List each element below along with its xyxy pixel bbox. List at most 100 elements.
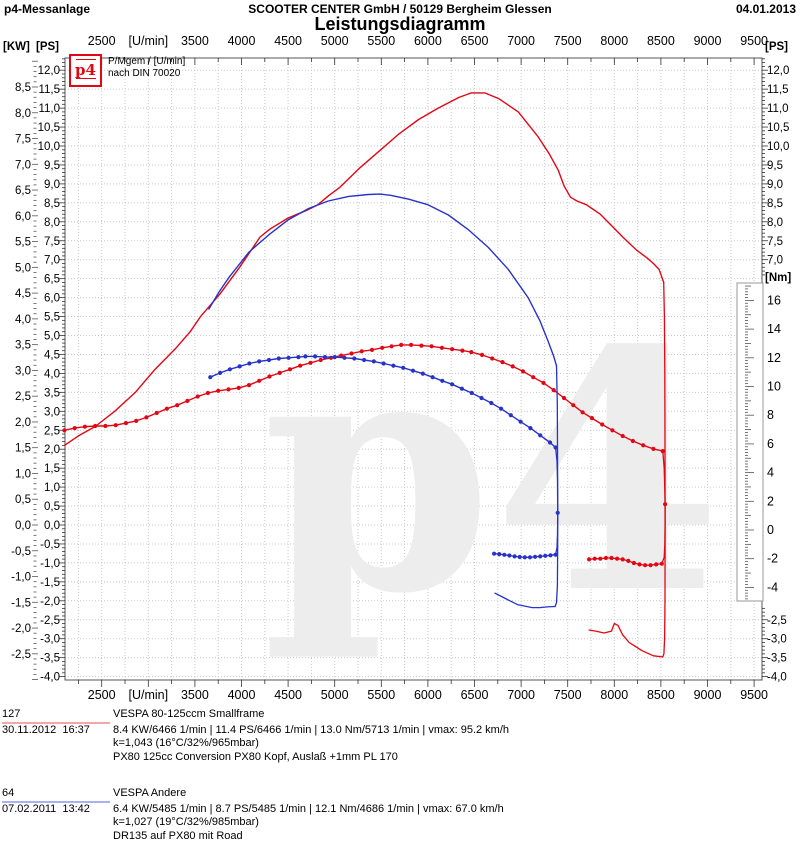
svg-text:7,5: 7,5 [767, 236, 783, 248]
svg-text:1,0: 1,0 [15, 468, 31, 480]
svg-text:3,5: 3,5 [15, 340, 31, 352]
svg-text:11,5: 11,5 [767, 84, 789, 96]
svg-text:3,0: 3,0 [44, 406, 60, 418]
svg-text:9000: 9000 [694, 688, 722, 702]
svg-text:2500: 2500 [88, 34, 116, 48]
svg-text:5,5: 5,5 [15, 237, 31, 249]
svg-text:7,5: 7,5 [15, 134, 31, 146]
run-datetime: 07.02.2011 13:42 [2, 802, 90, 815]
svg-text:7500: 7500 [554, 34, 582, 48]
svg-text:-2,0: -2,0 [11, 623, 31, 635]
svg-text:14: 14 [767, 322, 781, 336]
svg-text:7000: 7000 [507, 34, 535, 48]
svg-text:8,0: 8,0 [767, 217, 783, 229]
svg-text:4500: 4500 [274, 688, 302, 702]
svg-text:4,5: 4,5 [44, 349, 60, 361]
svg-text:-4,0: -4,0 [767, 672, 787, 684]
svg-text:-4: -4 [767, 580, 778, 594]
svg-text:2,5: 2,5 [15, 391, 31, 403]
svg-text:5000: 5000 [321, 34, 349, 48]
svg-text:9,0: 9,0 [767, 179, 783, 191]
vehicle-name: VESPA 80-125ccm Smallframe [113, 708, 265, 720]
svg-text:8: 8 [767, 408, 774, 422]
svg-text:8000: 8000 [600, 34, 628, 48]
svg-text:10,0: 10,0 [38, 141, 60, 153]
svg-text:9,0: 9,0 [44, 179, 60, 191]
svg-text:-2: -2 [767, 552, 778, 566]
svg-text:3,0: 3,0 [15, 365, 31, 377]
report-date: 04.01.2013 [735, 2, 796, 16]
run-stats: 8.4 KW/6466 1/min | 11.4 PS/6466 1/min |… [113, 723, 510, 736]
svg-text:-3,0: -3,0 [767, 634, 787, 646]
svg-text:[Nm]: [Nm] [765, 272, 791, 284]
svg-text:5,5: 5,5 [44, 312, 60, 324]
p4-logo: p4 [69, 54, 102, 87]
svg-text:0,5: 0,5 [44, 501, 60, 513]
svg-text:2,0: 2,0 [15, 417, 31, 429]
run-correction: k=1,043 (16°C/32%/965mbar) [113, 737, 259, 749]
svg-text:8,0: 8,0 [44, 217, 60, 229]
svg-text:10,5: 10,5 [767, 122, 789, 134]
svg-text:7,5: 7,5 [44, 236, 60, 248]
svg-text:7000: 7000 [507, 688, 535, 702]
svg-text:7500: 7500 [554, 688, 582, 702]
svg-text:4,0: 4,0 [44, 368, 60, 380]
logo-decoration-top [75, 59, 96, 63]
svg-text:5000: 5000 [321, 688, 349, 702]
run-note: DR135 auf PX80 mit Road [113, 829, 243, 842]
legend-line-din: nach DIN 70020 [108, 68, 181, 79]
svg-text:[PS]: [PS] [36, 41, 59, 53]
svg-text:8,5: 8,5 [767, 198, 783, 210]
series-1-torque [62, 342, 668, 568]
svg-text:11,5: 11,5 [38, 84, 60, 96]
svg-text:6,0: 6,0 [44, 293, 60, 305]
svg-text:8,5: 8,5 [15, 82, 31, 94]
svg-text:6,5: 6,5 [15, 185, 31, 197]
svg-text:[U/min]: [U/min] [129, 688, 169, 702]
page-title: Leistungsdiagramm [314, 14, 486, 34]
svg-text:6500: 6500 [461, 688, 489, 702]
svg-text:9,5: 9,5 [44, 160, 60, 172]
svg-text:0,0: 0,0 [44, 520, 60, 532]
svg-text:10,0: 10,0 [767, 141, 789, 153]
svg-text:10: 10 [767, 380, 781, 394]
svg-text:0,0: 0,0 [15, 520, 31, 532]
svg-text:-3,0: -3,0 [40, 634, 60, 646]
svg-text:8500: 8500 [647, 34, 675, 48]
svg-text:12: 12 [767, 351, 781, 365]
svg-text:6: 6 [767, 437, 774, 451]
svg-text:3,5: 3,5 [44, 387, 60, 399]
svg-text:6,5: 6,5 [44, 274, 60, 286]
nm-axis: 16 14 12 10 8 6 4 2 0 -2 -4 [Nm] [736, 272, 791, 602]
legend-line-units: P/Mgem / [U/min] [108, 56, 186, 67]
run-datetime: 30.11.2012 16:37 [2, 723, 90, 736]
svg-text:8000: 8000 [600, 688, 628, 702]
svg-text:-1,5: -1,5 [11, 597, 31, 609]
svg-text:1,5: 1,5 [44, 463, 60, 475]
svg-text:12,0: 12,0 [767, 65, 789, 77]
svg-text:1,5: 1,5 [15, 443, 31, 455]
svg-text:8,0: 8,0 [15, 108, 31, 120]
chart-legend: p4 P/Mgem / [U/min] nach DIN 70020 [69, 54, 185, 87]
company-header: SCOOTER CENTER GmbH / 50129 Bergheim Gle… [248, 2, 552, 16]
svg-text:12,0: 12,0 [38, 65, 60, 77]
svg-text:5500: 5500 [367, 34, 395, 48]
svg-text:2,0: 2,0 [44, 444, 60, 456]
measurement-block-127: 127 VESPA 80-125ccm Smallframe 30.11.201… [2, 708, 798, 764]
svg-text:7,0: 7,0 [767, 255, 783, 267]
svg-text:11,0: 11,0 [767, 103, 789, 115]
svg-text:-1,0: -1,0 [11, 572, 31, 584]
svg-text:p4: p4 [262, 278, 722, 666]
svg-text:8,5: 8,5 [44, 198, 60, 210]
svg-text:5500: 5500 [367, 688, 395, 702]
svg-text:-1,5: -1,5 [40, 577, 60, 589]
svg-text:1,0: 1,0 [44, 482, 60, 494]
svg-text:-4,0: -4,0 [40, 672, 60, 684]
svg-text:2: 2 [767, 494, 774, 508]
svg-text:[U/min]: [U/min] [129, 34, 169, 48]
svg-text:9,5: 9,5 [767, 160, 783, 172]
svg-text:-1,0: -1,0 [40, 558, 60, 570]
svg-text:-3,5: -3,5 [767, 653, 787, 665]
svg-text:-2,5: -2,5 [767, 615, 787, 627]
